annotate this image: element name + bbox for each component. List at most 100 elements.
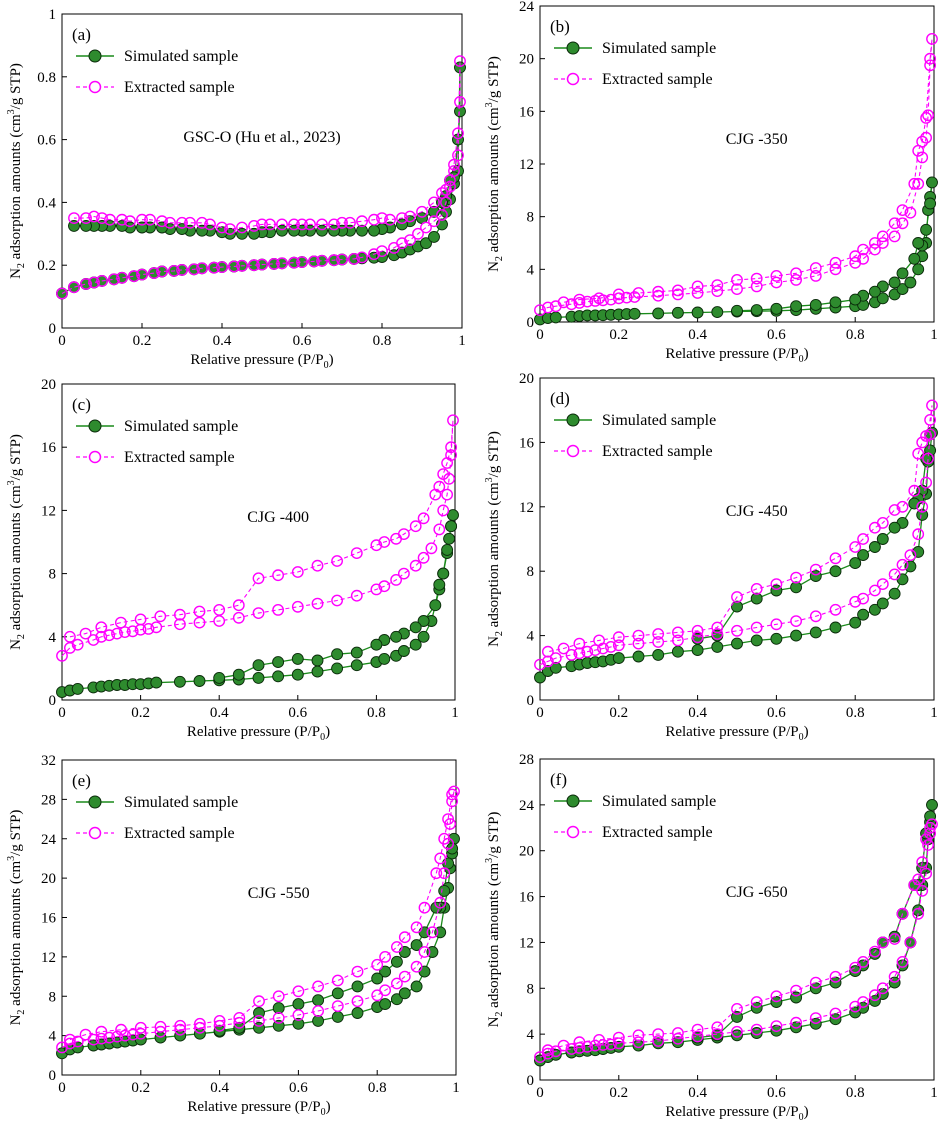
data-point-simulated	[331, 662, 344, 675]
data-point-extracted	[672, 1032, 684, 1045]
data-point-extracted	[672, 284, 684, 297]
data-point-extracted	[119, 1029, 131, 1042]
data-point-extracted	[256, 218, 268, 231]
data-point-extracted	[896, 558, 909, 571]
data-point-extracted	[912, 177, 925, 190]
chart-title: CJG -350	[726, 131, 788, 148]
data-point-extracted	[71, 638, 84, 651]
data-point-extracted	[888, 504, 901, 516]
data-point-extracted	[379, 951, 391, 963]
chart-panel-1: 0 0.2 0.4 0.6 0.8 1 0 0.2 0.4 0.6 0.8 1 Relative pre…	[6, 7, 466, 371]
data-point-simulated	[652, 307, 665, 320]
data-point-extracted	[311, 597, 324, 610]
data-point-extracted	[68, 281, 80, 294]
x-axis-label: Relative pressure (P/P0)	[665, 724, 808, 743]
data-point-extracted	[433, 523, 446, 536]
data-point-extracted	[134, 1027, 147, 1040]
data-point-extracted	[71, 1035, 84, 1048]
data-point-extracted	[711, 621, 724, 634]
data-point-simulated	[331, 648, 344, 661]
data-point-simulated	[398, 946, 411, 958]
data-point-simulated	[790, 300, 803, 313]
y-axis-label: N2 adsorption amounts (cm3/g STP)	[484, 56, 505, 272]
data-point-extracted	[829, 263, 842, 276]
data-point-extracted	[312, 980, 324, 993]
data-point-extracted	[168, 264, 180, 277]
data-point-extracted	[876, 936, 889, 949]
data-point-extracted	[331, 555, 343, 567]
data-point-extracted	[87, 634, 100, 646]
data-point-extracted	[750, 583, 763, 595]
y-tick-label: 0.6	[37, 133, 56, 149]
data-point-extracted	[922, 109, 934, 122]
data-point-extracted	[542, 1044, 554, 1057]
data-point-extracted	[416, 205, 428, 218]
series-line-extracted	[61, 420, 454, 657]
data-point-extracted	[370, 539, 383, 552]
data-point-extracted	[573, 293, 586, 306]
data-point-extracted	[96, 274, 108, 287]
data-point-extracted	[136, 213, 148, 226]
data-point-extracted	[95, 1032, 108, 1045]
chart-title: CJG -650	[726, 884, 788, 901]
data-point-extracted	[68, 212, 80, 225]
data-point-extracted	[126, 625, 139, 638]
data-point-simulated	[232, 668, 245, 681]
data-point-extracted	[445, 441, 457, 454]
data-point-extracted	[88, 210, 100, 223]
data-point-extracted	[252, 607, 265, 619]
chart-panel-2: 0 0.2 0.4 0.6 0.8 1 0 4 8 12 16 20 24 Relative pressu…	[484, 0, 938, 365]
data-point-extracted	[404, 234, 416, 247]
data-point-extracted	[426, 926, 439, 939]
x-tick-label: 0.8	[367, 705, 386, 721]
data-point-simulated	[691, 644, 704, 657]
data-point-extracted	[441, 488, 453, 501]
x-tick-label: 0.8	[368, 1080, 387, 1096]
y-tick-label: 8	[49, 567, 57, 583]
data-point-extracted	[144, 213, 156, 226]
data-point-extracted	[256, 258, 268, 271]
legend-marker-extracted	[566, 825, 580, 839]
data-point-extracted	[924, 52, 936, 65]
x-tick-label: 0	[58, 333, 66, 349]
data-point-extracted	[573, 1036, 586, 1049]
data-point-extracted	[316, 254, 328, 267]
data-point-extracted	[156, 215, 168, 228]
data-point-extracted	[348, 252, 360, 265]
data-point-simulated	[291, 668, 304, 681]
data-point-extracted	[770, 276, 783, 289]
data-point-extracted	[368, 213, 380, 226]
data-point-extracted	[376, 212, 388, 225]
data-point-simulated	[351, 1007, 364, 1019]
data-point-simulated	[908, 252, 921, 265]
data-point-simulated	[924, 197, 937, 210]
y-tick-label: 32	[41, 753, 56, 769]
data-point-extracted	[448, 785, 460, 798]
data-point-extracted	[809, 563, 822, 576]
data-point-extracted	[920, 476, 932, 489]
data-point-extracted	[711, 1028, 724, 1041]
y-tick-label: 12	[41, 950, 56, 966]
data-point-extracted	[103, 1031, 116, 1044]
data-point-extracted	[390, 977, 403, 990]
data-point-simulated	[770, 302, 783, 315]
y-tick-label: 16	[519, 435, 535, 451]
y-tick-label: 0.4	[37, 195, 56, 211]
data-point-extracted	[452, 127, 464, 140]
legend-marker-extracted	[88, 826, 102, 840]
data-point-extracted	[849, 541, 862, 553]
data-point-extracted	[291, 600, 304, 613]
data-point-simulated	[420, 237, 432, 250]
x-axis-label: Relative pressure (P/P0)	[187, 724, 330, 743]
data-point-extracted	[869, 584, 881, 597]
y-tick-label: 28	[41, 792, 56, 808]
data-point-extracted	[452, 149, 464, 162]
data-point-simulated	[628, 307, 641, 320]
data-point-extracted	[904, 206, 917, 219]
y-tick-label: 0	[527, 1073, 535, 1089]
data-point-simulated	[71, 682, 84, 695]
data-point-extracted	[437, 504, 450, 517]
data-point-extracted	[912, 528, 925, 541]
data-point-extracted	[111, 627, 123, 640]
data-point-extracted	[331, 974, 344, 987]
